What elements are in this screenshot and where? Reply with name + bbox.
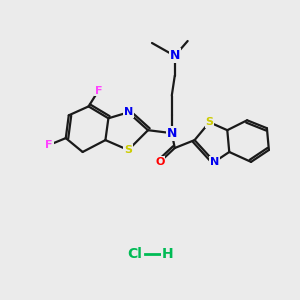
Text: F: F — [95, 85, 102, 96]
Text: F: F — [45, 140, 53, 150]
Text: H: H — [162, 247, 174, 261]
Text: N: N — [169, 50, 180, 62]
Text: O: O — [155, 157, 165, 167]
Text: N: N — [124, 107, 133, 117]
Text: N: N — [210, 157, 219, 167]
Text: S: S — [206, 117, 213, 127]
Text: Cl: Cl — [128, 247, 142, 261]
Text: S: S — [124, 145, 132, 155]
Text: N: N — [167, 127, 177, 140]
